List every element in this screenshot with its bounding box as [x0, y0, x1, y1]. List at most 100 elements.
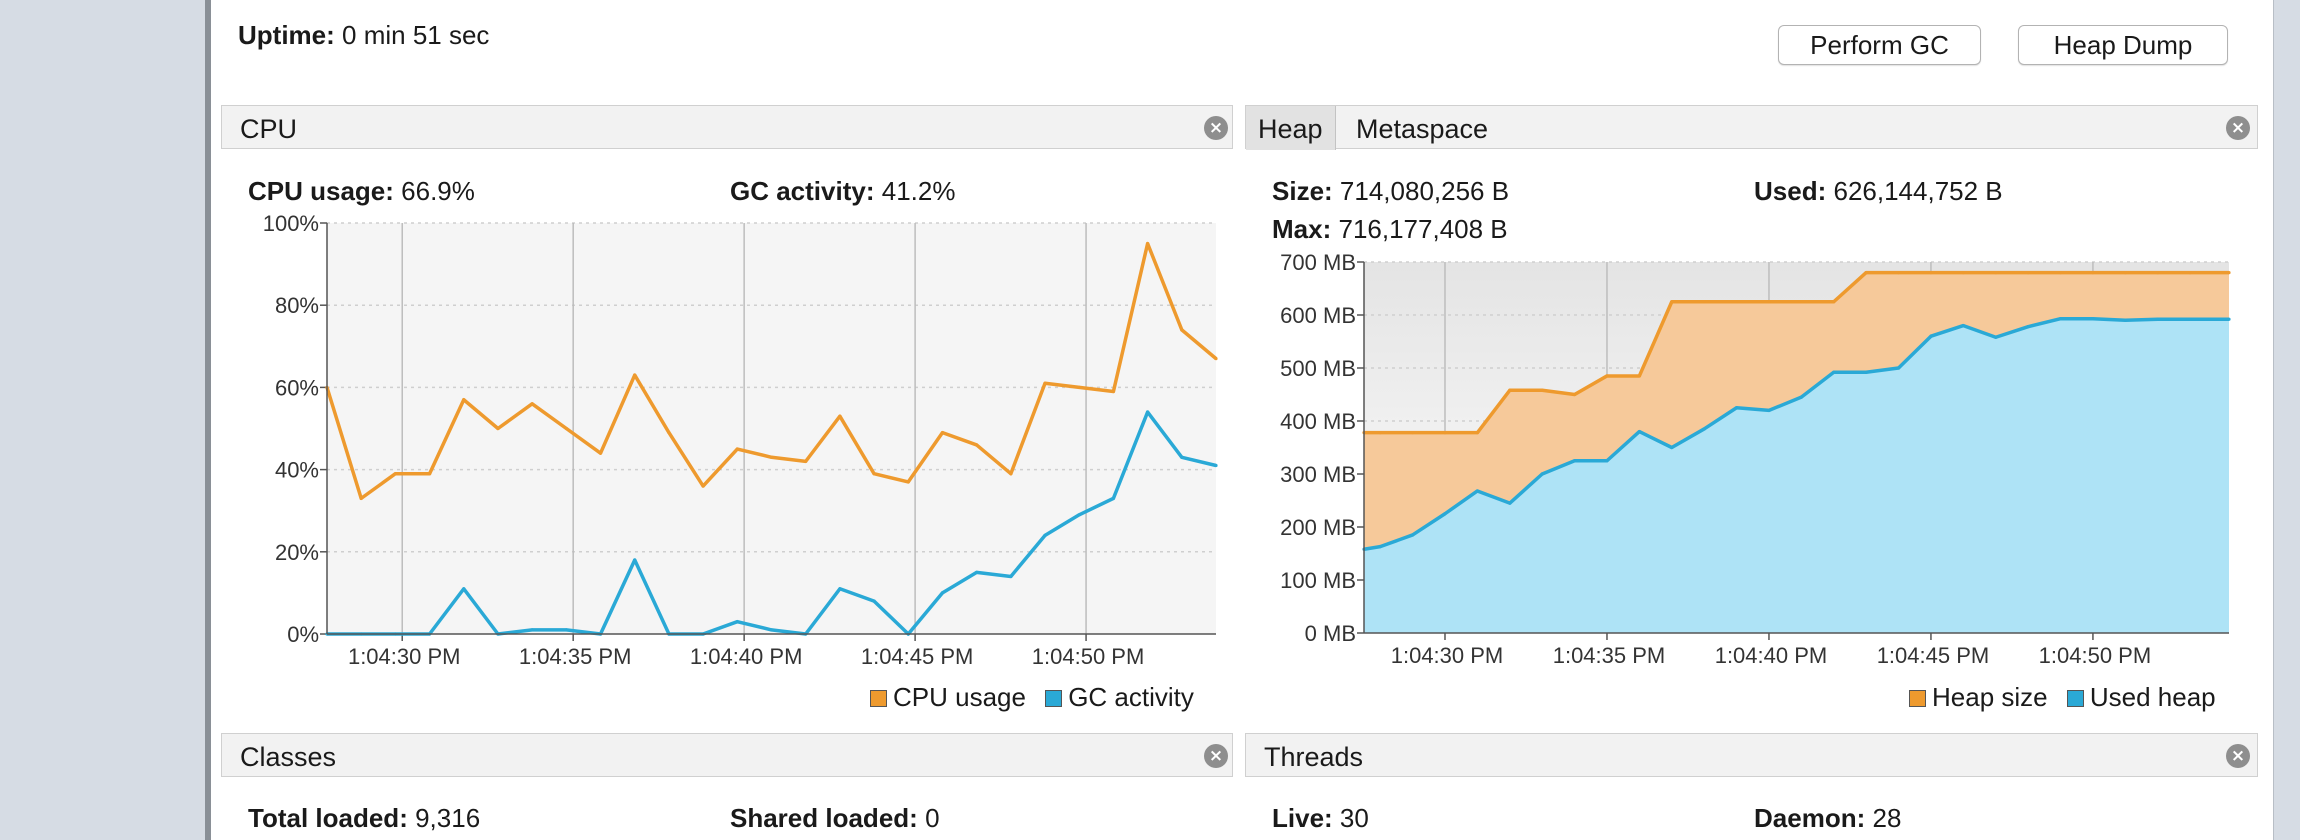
gc-activity-point — [975, 570, 979, 574]
cpu-usage-point — [598, 451, 603, 455]
cpu-usage-point — [1009, 472, 1013, 476]
used-heap-point — [1734, 406, 1739, 410]
desktop-background — [0, 0, 205, 840]
cpu-usage-point — [564, 426, 568, 431]
live-threads-value: 30 — [1339, 803, 1369, 833]
heap-size-stat: Size: 714,080,256 B — [1272, 176, 1509, 207]
heap-size-point — [2156, 271, 2160, 275]
y-tick-label: 20% — [275, 540, 319, 565]
used-heap-point — [1670, 445, 1674, 450]
heap-size-point — [2026, 271, 2030, 275]
used-heap-point — [1961, 324, 1965, 328]
used-heap-point — [1929, 334, 1933, 338]
gc-activity-point — [530, 628, 534, 632]
used-heap-point — [1572, 459, 1577, 463]
used-heap-point — [2026, 325, 2030, 329]
threads-panel-header: Threads × — [1245, 733, 2258, 777]
cpu-usage-point — [872, 472, 876, 476]
y-tick-label: 80% — [275, 293, 319, 318]
window-right-border — [2273, 0, 2300, 840]
used-heap-point — [2156, 317, 2160, 321]
heap-size-label: Size: — [1272, 176, 1333, 206]
cpu-usage-stat: CPU usage: 66.9% — [248, 176, 475, 207]
heap-size-point — [1508, 388, 1512, 392]
tab-heap[interactable]: Heap — [1246, 106, 1336, 150]
heap-size-point — [2123, 271, 2127, 275]
x-tick-label: 1:04:50 PM — [2039, 643, 2152, 668]
y-tick-label: 100 MB — [1280, 568, 1356, 593]
heap-size-point — [1475, 431, 1479, 435]
gc-activity-point — [1009, 574, 1013, 579]
used-heap-point — [1767, 408, 1771, 412]
cpu-usage-point — [804, 459, 808, 463]
used-heap-area — [1364, 318, 2229, 633]
used-heap-point — [1799, 395, 1803, 399]
y-tick-label: 200 MB — [1280, 515, 1356, 540]
legend-heap-size: Heap size — [1932, 682, 2048, 712]
window-left-border — [205, 0, 211, 840]
uptime-label: Uptime: — [238, 20, 335, 50]
gc-activity-stat: GC activity: 41.2% — [730, 176, 955, 207]
legend-cpu-usage: CPU usage — [893, 682, 1026, 712]
heap-size-point — [2091, 271, 2095, 275]
shared-loaded-value: 0 — [925, 803, 940, 833]
close-icon[interactable]: × — [1204, 744, 1228, 768]
y-tick-label: 0 MB — [1305, 621, 1356, 646]
daemon-threads-stat: Daemon: 28 — [1754, 803, 1901, 834]
heap-size-point — [1994, 271, 1998, 275]
close-icon[interactable]: × — [2226, 744, 2250, 768]
gc-activity-point — [838, 587, 842, 591]
heap-size-point — [1767, 300, 1771, 304]
gc-activity-point — [564, 628, 568, 632]
close-icon[interactable]: × — [2226, 116, 2250, 140]
cpu-usage-point — [1111, 389, 1116, 394]
shared-loaded-stat: Shared loaded: 0 — [730, 803, 940, 834]
used-heap-point — [2058, 317, 2063, 321]
y-tick-label: 40% — [275, 458, 319, 483]
gc-activity-point — [940, 591, 945, 595]
heap-dump-button[interactable]: Heap Dump — [2018, 25, 2228, 65]
threads-panel-title: Threads — [1264, 742, 1364, 772]
x-tick-label: 1:04:45 PM — [1877, 643, 1990, 668]
gc-activity-point — [633, 558, 637, 562]
plot-area — [327, 223, 1216, 634]
used-heap-point — [1475, 489, 1479, 493]
perform-gc-button[interactable]: Perform GC — [1778, 25, 1981, 65]
cpu-usage-point — [667, 431, 671, 435]
cpu-usage-point — [838, 414, 842, 418]
cpu-usage-point — [1180, 328, 1184, 332]
heap-size-point — [2188, 271, 2192, 275]
y-tick-label: 600 MB — [1280, 303, 1356, 328]
heap-size-point — [1605, 374, 1609, 378]
used-heap-point — [1378, 545, 1382, 549]
legend-used-heap: Used heap — [2089, 682, 2216, 712]
heap-size-line — [1364, 270, 2229, 435]
heap-panel-header: Heap Metaspace × — [1245, 105, 2258, 150]
y-tick-label: 700 MB — [1280, 250, 1356, 275]
shared-loaded-label: Shared loaded: — [730, 803, 918, 833]
y-tick-label: 0% — [287, 622, 319, 647]
daemon-threads-label: Daemon: — [1754, 803, 1866, 833]
classes-panel-header: Classes × — [221, 733, 1233, 777]
monitor-view: Uptime: 0 min 51 sec Perform GC Heap Dum… — [211, 0, 2273, 840]
heap-size-point — [2058, 271, 2063, 275]
daemon-threads-value: 28 — [1872, 803, 1902, 833]
cpu-usage-point — [1214, 357, 1218, 361]
x-tick-label: 1:04:35 PM — [519, 644, 632, 669]
tab-metaspace[interactable]: Metaspace — [1356, 114, 1489, 144]
gc-activity-value: 41.2% — [881, 176, 956, 206]
heap-used-value: 626,144,752 B — [1833, 176, 2003, 206]
x-tick-label: 1:04:40 PM — [690, 644, 803, 669]
gc-activity-point — [769, 628, 774, 632]
close-icon[interactable]: × — [1204, 116, 1228, 140]
cpu-usage-point — [735, 447, 739, 451]
cpu-usage-point — [1077, 385, 1081, 389]
square-swatch-icon — [870, 690, 887, 707]
gc-activity-point — [735, 620, 739, 624]
square-swatch-icon — [1045, 690, 1063, 707]
live-threads-stat: Live: 30 — [1272, 803, 1369, 834]
total-loaded-stat: Total loaded: 9,316 — [248, 803, 480, 834]
cpu-usage-point — [940, 431, 945, 435]
cpu-panel-title: CPU — [240, 114, 298, 144]
cpu-usage-point — [359, 496, 363, 500]
